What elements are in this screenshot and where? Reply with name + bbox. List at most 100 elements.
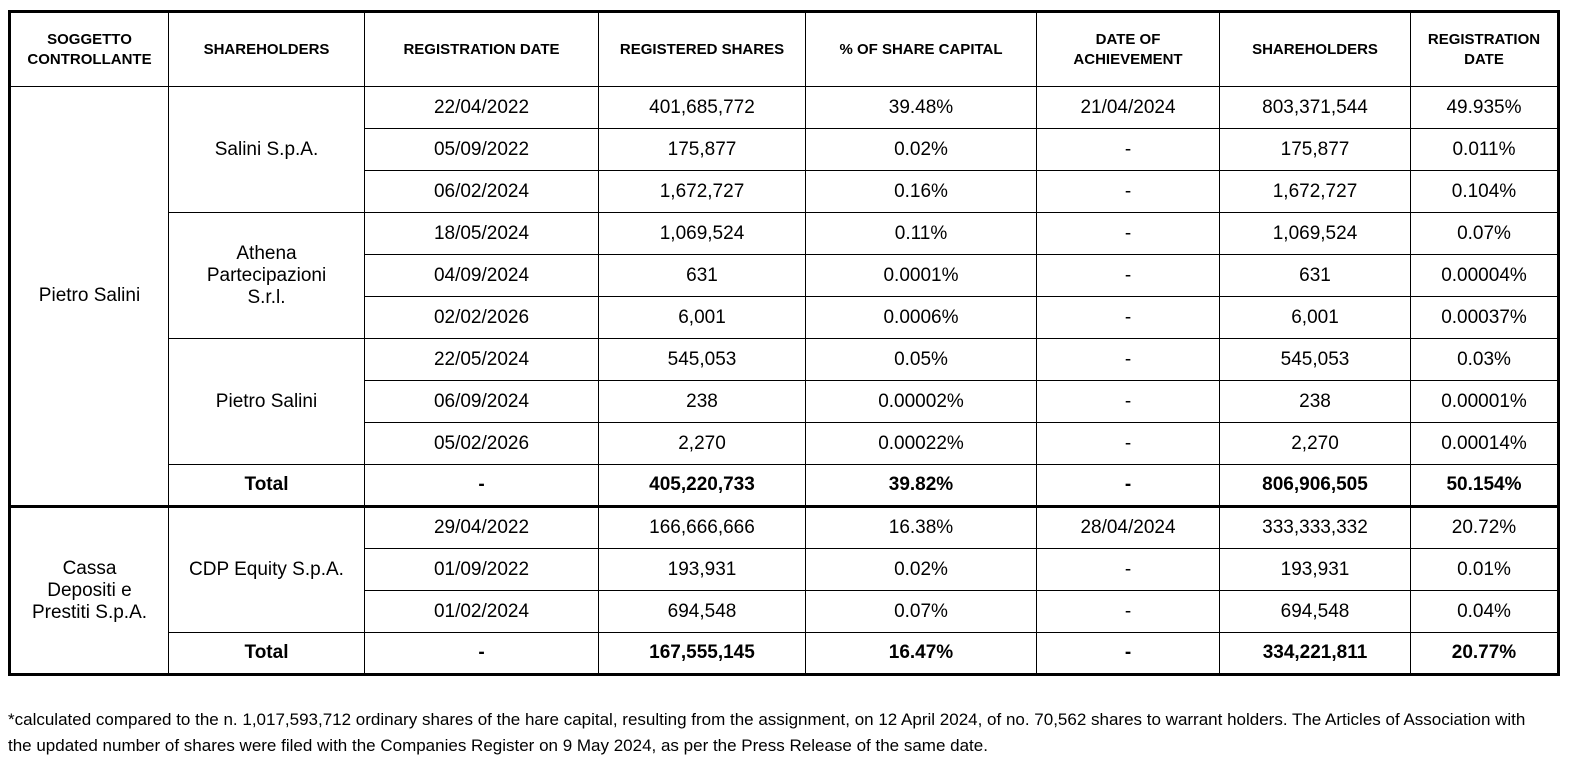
- cell-reg-date-pct: 20.77%: [1410, 632, 1559, 675]
- col-header-shareholders: SHAREHOLDERS: [168, 11, 365, 87]
- total-label: Total: [168, 464, 365, 507]
- cell-achievement-date: -: [1036, 338, 1220, 381]
- cell-achievement-date: -: [1036, 380, 1220, 423]
- cell-shareholders-shares: 238: [1219, 380, 1411, 423]
- cell-reg-date-pct: 0.01%: [1410, 548, 1559, 591]
- header-row: SOGGETTO CONTROLLANTE SHAREHOLDERS REGIS…: [9, 11, 1559, 87]
- controller-cell: Pietro Salini: [9, 86, 169, 507]
- cell-registered-shares: 1,672,727: [598, 170, 806, 213]
- cell-shareholders-shares: 175,877: [1219, 128, 1411, 171]
- total-row: Total - 167,555,145 16.47% - 334,221,811…: [10, 632, 1559, 675]
- col-header-registration-date: REGISTRATION DATE: [364, 11, 599, 87]
- cell-registered-shares: 193,931: [598, 548, 806, 591]
- cell-pct-share-capital: 0.0001%: [805, 254, 1037, 297]
- cell-reg-date: 22/05/2024: [364, 338, 599, 381]
- cell-achievement-date: -: [1036, 548, 1220, 591]
- col-header-registration-date-2: REGISTRATION DATE: [1410, 11, 1559, 87]
- cell-shareholders-shares: 803,371,544: [1219, 86, 1411, 129]
- cell-shareholders-shares: 334,221,811: [1219, 632, 1411, 675]
- cell-achievement-date: 28/04/2024: [1036, 505, 1220, 549]
- cell-reg-date: 01/02/2024: [364, 590, 599, 633]
- cell-registered-shares: 631: [598, 254, 806, 297]
- col-header-registered-shares: REGISTERED SHARES: [598, 11, 806, 87]
- table-row: 04/09/2024 631 0.0001% - 631 0.00004%: [10, 254, 1559, 297]
- cell-shareholders-shares: 631: [1219, 254, 1411, 297]
- cell-reg-date: 05/09/2022: [364, 128, 599, 171]
- cell-reg-date: 05/02/2026: [364, 422, 599, 465]
- cell-achievement-date: -: [1036, 296, 1220, 339]
- col-header-date-of-achievement: DATE OF ACHIEVEMENT: [1036, 11, 1220, 87]
- cell-reg-date: 22/04/2022: [364, 86, 599, 129]
- cell-registered-shares: 694,548: [598, 590, 806, 633]
- cell-reg-date-pct: 50.154%: [1410, 464, 1559, 507]
- controller-cell: Cassa Depositi e Prestiti S.p.A.: [9, 505, 169, 675]
- cell-achievement-date: -: [1036, 170, 1220, 213]
- shareholder-cell: Pietro Salini: [168, 338, 365, 465]
- cell-pct-share-capital: 0.0006%: [805, 296, 1037, 339]
- cell-pct-share-capital: 16.47%: [805, 632, 1037, 675]
- table-row: 05/02/2026 2,270 0.00022% - 2,270 0.0001…: [10, 422, 1559, 465]
- cell-reg-date-pct: 0.104%: [1410, 170, 1559, 213]
- shareholder-cell: Salini S.p.A.: [168, 86, 365, 213]
- table-row: 02/02/2026 6,001 0.0006% - 6,001 0.00037…: [10, 296, 1559, 339]
- cell-registered-shares: 401,685,772: [598, 86, 806, 129]
- cell-shareholders-shares: 2,270: [1219, 422, 1411, 465]
- cell-registered-shares: 167,555,145: [598, 632, 806, 675]
- cell-shareholders-shares: 333,333,332: [1219, 505, 1411, 549]
- cell-achievement-date: -: [1036, 422, 1220, 465]
- cell-achievement-date: -: [1036, 212, 1220, 255]
- table-row: 05/09/2022 175,877 0.02% - 175,877 0.011…: [10, 128, 1559, 171]
- cell-shareholders-shares: 6,001: [1219, 296, 1411, 339]
- cell-registered-shares: 175,877: [598, 128, 806, 171]
- table-header: SOGGETTO CONTROLLANTE SHAREHOLDERS REGIS…: [9, 11, 1559, 87]
- cell-pct-share-capital: 0.00022%: [805, 422, 1037, 465]
- cell-achievement-date: -: [1036, 632, 1220, 675]
- cell-pct-share-capital: 0.00002%: [805, 380, 1037, 423]
- col-header-pct-share-capital: % OF SHARE CAPITAL: [805, 11, 1037, 87]
- cell-reg-date: 06/02/2024: [364, 170, 599, 213]
- cell-registered-shares: 405,220,733: [598, 464, 806, 507]
- cell-reg-date-pct: 0.00001%: [1410, 380, 1559, 423]
- cell-reg-date: 02/02/2026: [364, 296, 599, 339]
- cell-registered-shares: 238: [598, 380, 806, 423]
- cell-pct-share-capital: 0.07%: [805, 590, 1037, 633]
- table-row: Cassa Depositi e Prestiti S.p.A. CDP Equ…: [9, 505, 1559, 675]
- cell-shareholders-shares: 806,906,505: [1219, 464, 1411, 507]
- cell-achievement-date: 21/04/2024: [1036, 86, 1220, 129]
- cell-shareholders-shares: 694,548: [1219, 590, 1411, 633]
- cell-achievement-date: -: [1036, 128, 1220, 171]
- cell-shareholders-shares: 1,672,727: [1219, 170, 1411, 213]
- col-header-shareholders-2: SHAREHOLDERS: [1219, 11, 1411, 87]
- section-cassa-depositi: Cassa Depositi e Prestiti S.p.A. CDP Equ…: [9, 505, 1559, 675]
- table-row: Athena Partecipazioni S.r.l. 18/05/2024 …: [10, 212, 1559, 339]
- cell-registered-shares: 2,270: [598, 422, 806, 465]
- cell-reg-date: 18/05/2024: [364, 212, 599, 255]
- cell-pct-share-capital: 39.48%: [805, 86, 1037, 129]
- cell-reg-date: 01/09/2022: [364, 548, 599, 591]
- cell-reg-date: -: [364, 632, 599, 675]
- cell-registered-shares: 1,069,524: [598, 212, 806, 255]
- cell-pct-share-capital: 39.82%: [805, 464, 1037, 507]
- table-row: Pietro Salini 22/05/2024 545,053 0.05% -…: [10, 338, 1559, 465]
- shareholders-table: SOGGETTO CONTROLLANTE SHAREHOLDERS REGIS…: [8, 10, 1560, 676]
- cell-achievement-date: -: [1036, 590, 1220, 633]
- table-row: 06/09/2024 238 0.00002% - 238 0.00001%: [10, 380, 1559, 423]
- cell-reg-date-pct: 0.03%: [1410, 338, 1559, 381]
- table-row: 01/02/2024 694,548 0.07% - 694,548 0.04%: [10, 590, 1559, 633]
- cell-reg-date: -: [364, 464, 599, 507]
- shareholder-cell: Athena Partecipazioni S.r.l.: [168, 212, 365, 339]
- col-header-soggetto-controllante: SOGGETTO CONTROLLANTE: [9, 11, 169, 87]
- cell-pct-share-capital: 16.38%: [805, 505, 1037, 549]
- cell-reg-date: 29/04/2022: [364, 505, 599, 549]
- cell-reg-date-pct: 0.04%: [1410, 590, 1559, 633]
- cell-reg-date-pct: 20.72%: [1410, 505, 1559, 549]
- cell-registered-shares: 166,666,666: [598, 505, 806, 549]
- cell-pct-share-capital: 0.02%: [805, 548, 1037, 591]
- section-pietro-salini: Pietro Salini Salini S.p.A. 22/04/2022 4…: [9, 86, 1559, 507]
- total-row: Total - 405,220,733 39.82% - 806,906,505…: [10, 464, 1559, 507]
- cell-achievement-date: -: [1036, 464, 1220, 507]
- footnote: *calculated compared to the n. 1,017,593…: [8, 710, 1526, 755]
- cell-shareholders-shares: 545,053: [1219, 338, 1411, 381]
- cell-achievement-date: -: [1036, 254, 1220, 297]
